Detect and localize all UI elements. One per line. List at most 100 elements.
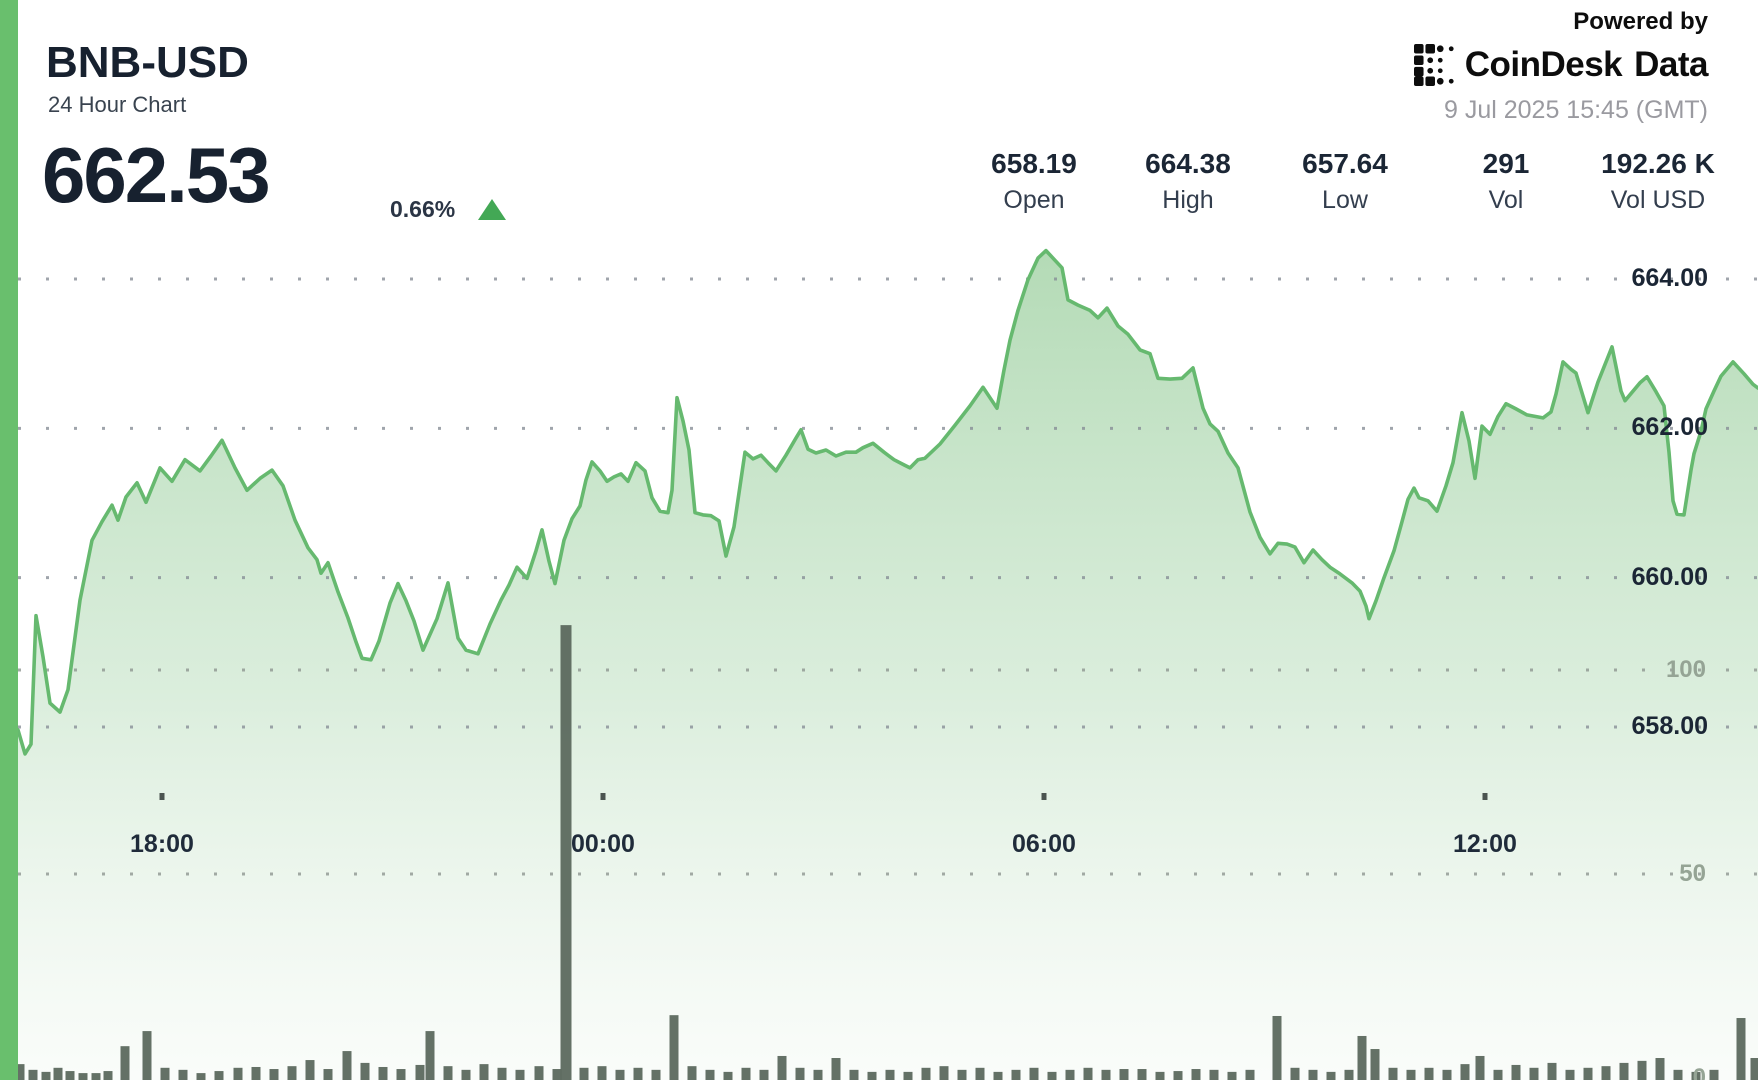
volume-bar [378,1066,388,1080]
volume-bar [1475,1055,1485,1080]
volume-bar [78,1073,88,1080]
volume-bar [287,1066,297,1080]
volume-bar [795,1067,805,1080]
volume-bar [1227,1071,1237,1080]
volume-bar [1460,1064,1470,1080]
volume-bar [597,1066,607,1080]
volume-bar [849,1069,859,1080]
volume-bar [1272,1015,1282,1080]
volume-bar [1101,1069,1111,1080]
volume-bar [305,1060,315,1080]
volume-bar [939,1066,949,1080]
volume-bar [1137,1069,1147,1080]
x-axis-tick [1482,793,1488,800]
price-y-label: 660.00 [1631,562,1708,591]
volume-bar [251,1066,261,1080]
time-x-label: 00:00 [571,830,635,858]
brand-coindesk: CoinDesk [1464,45,1623,84]
volume-bar [1370,1049,1380,1080]
volume-bar [1083,1067,1093,1080]
volume-bar [91,1073,101,1080]
price-line [16,248,1758,756]
volume-bar [425,1031,435,1080]
volume-bar [269,1069,279,1080]
stat-value: 658.19 [991,148,1077,179]
volume-bar [1155,1071,1165,1080]
volume-bar [28,1069,38,1080]
volume-bar [1511,1064,1521,1080]
volume-bar [1191,1069,1201,1080]
page-title: BNB-USD [46,38,249,87]
volume-bar [1209,1069,1219,1080]
volume-bar [1601,1066,1611,1080]
volume-bar [515,1069,525,1080]
current-price: 662.53 [42,131,271,219]
coindesk-logo-icon [1413,44,1454,86]
volume-bar [497,1067,507,1080]
volume-bar [615,1069,625,1080]
volume-bar [552,1069,562,1080]
volume-bar [15,1064,25,1080]
volume-bar [1442,1069,1452,1080]
price-y-label: 664.00 [1631,264,1708,292]
powered-by-label: Powered by [1573,8,1708,35]
x-axis-tick [1041,793,1047,800]
volume-bar [1406,1069,1416,1080]
time-x-label: 18:00 [130,830,194,858]
volume-bar [705,1069,715,1080]
volume-bar [885,1069,895,1080]
volume-bar [196,1073,206,1080]
volume-bar [1065,1069,1075,1080]
volume-bar [443,1066,453,1080]
volume-bar [1619,1062,1629,1080]
volume-bar [178,1069,188,1080]
volume-bar [687,1066,697,1080]
volume-bar [1357,1035,1367,1080]
volume-bar [415,1064,425,1080]
volume-bar [342,1051,352,1080]
stat-value: 657.64 [1302,148,1388,179]
volume-bar [651,1069,661,1080]
stat-label: High [1162,186,1214,214]
price-y-label: 662.00 [1631,413,1708,442]
stat-value: 664.38 [1145,148,1231,179]
volume-bar [1547,1062,1557,1080]
volume-bar [1691,1071,1701,1080]
volume-bar [1637,1060,1647,1080]
volume-bar [1565,1069,1575,1080]
volume-bar [1388,1067,1398,1080]
stat-value: 192.26 K [1601,148,1715,179]
time-x-label: 12:00 [1453,830,1517,858]
volume-bar [777,1055,787,1080]
volume-bar [723,1071,733,1080]
volume-bar [534,1066,544,1080]
volume-bar [1245,1069,1255,1080]
volume-bar [1290,1067,1300,1080]
volume-bar [323,1069,333,1080]
volume-bar [214,1071,224,1080]
volume-bar [1344,1069,1354,1080]
volume-bar [1493,1069,1503,1080]
coindesk-data-logo: CoinDesk Data [1413,42,1708,88]
volume-y-label: 0 [1692,1064,1706,1080]
volume-bar [1709,1069,1719,1080]
volume-bar [579,1067,589,1080]
volume-bar [669,1015,679,1080]
stat-vol-usd: 192.26 K Vol USD [1601,148,1715,215]
volume-bar [867,1071,877,1080]
x-axis-tick [159,793,165,800]
volume-bar [103,1071,113,1080]
stat-label: Vol [1488,186,1524,214]
stat-label: Low [1322,186,1368,214]
stat-label: Open [1003,186,1065,214]
volume-bar [1424,1067,1434,1080]
volume-bar [1119,1069,1129,1080]
timestamp: 9 Jul 2025 15:45 (GMT) [1443,96,1708,124]
price-area-fill [18,250,1758,1080]
volume-bar [1326,1071,1336,1080]
volume-bar [396,1069,406,1080]
brand-data: Data [1634,45,1708,84]
volume-bar [1736,1018,1746,1080]
volume-bar [1308,1069,1318,1080]
